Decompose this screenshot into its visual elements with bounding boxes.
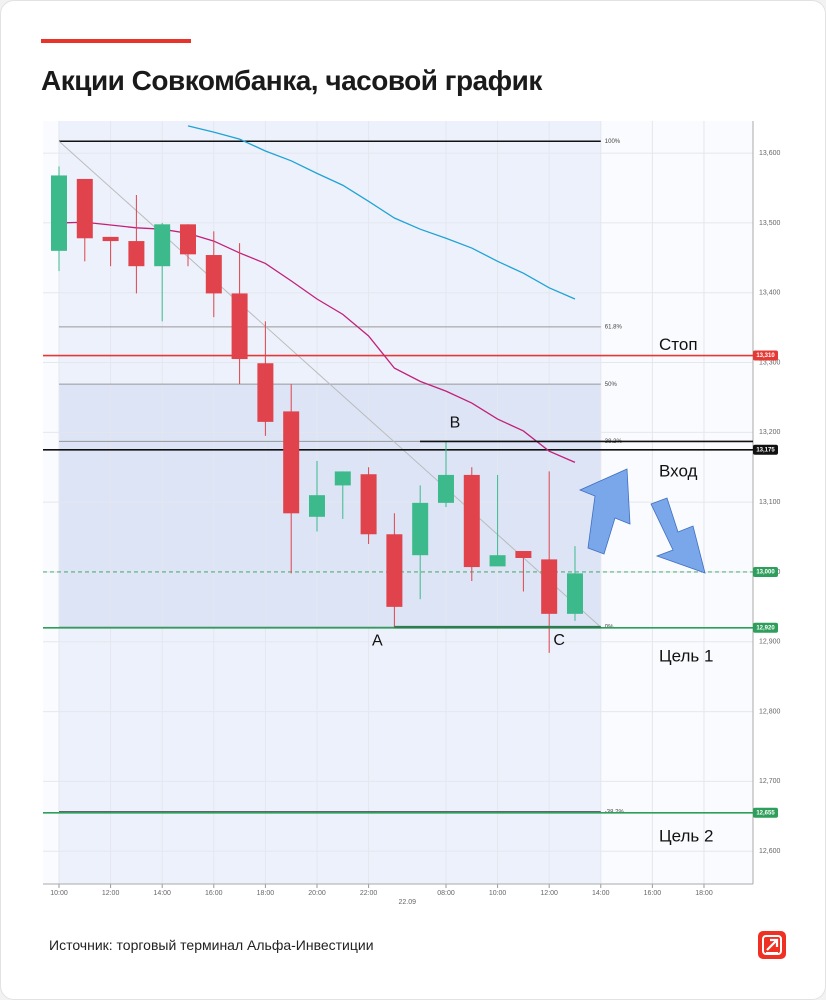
x-tick-label: 12:00 <box>102 890 120 897</box>
y-tick-label: 13,400 <box>759 290 781 297</box>
candle-body <box>102 236 119 242</box>
y-tick-label: 12,800 <box>759 708 781 715</box>
x-tick-label: 10:00 <box>50 890 68 897</box>
y-tick-label: 12,900 <box>759 639 781 646</box>
y-tick-label: 12,600 <box>759 848 781 855</box>
candle-body <box>437 474 454 503</box>
point-label: B <box>450 415 461 432</box>
level-tag-label: 13,000 <box>756 570 775 576</box>
level-tag <box>753 444 778 455</box>
candle-body <box>566 573 583 614</box>
level-name: Цель 2 <box>659 826 713 845</box>
fib-label: 61.8% <box>605 325 623 331</box>
x-tick-label: 22:00 <box>360 890 378 897</box>
candle-body <box>205 255 222 294</box>
source: Источник: торговый терминал Альфа-Инвест… <box>49 937 374 953</box>
level-tag <box>753 622 778 633</box>
y-tick-label: 12,700 <box>759 778 781 785</box>
fib-label: 50% <box>605 382 618 388</box>
level-name: Цель 1 <box>659 646 713 665</box>
candle-body <box>308 495 325 517</box>
x-tick-label: 12:00 <box>540 890 558 897</box>
title: Акции Совкомбанка, часовой график <box>41 65 542 96</box>
y-tick-label: 13,500 <box>759 220 781 227</box>
moving-average <box>187 125 576 300</box>
fib-zone-dark <box>58 384 601 628</box>
fib-label: 100% <box>605 139 621 145</box>
level-tag <box>753 807 778 818</box>
point-label: A <box>372 632 383 649</box>
candle-body <box>231 293 248 360</box>
candle-body <box>489 555 506 567</box>
level-tag-label: 13,175 <box>756 447 775 453</box>
moving-average <box>58 221 576 463</box>
candle-body <box>412 502 429 556</box>
x-tick-label: 18:00 <box>257 890 275 897</box>
date-label: 22.09 <box>399 899 417 906</box>
accent-bar <box>41 39 191 43</box>
candle-body <box>463 474 480 568</box>
y-tick-label: 13,600 <box>759 150 781 157</box>
y-tick-label: 13,300 <box>759 359 781 366</box>
candle-body <box>515 551 532 558</box>
candle-body <box>50 175 67 251</box>
point-label: C <box>553 632 565 649</box>
candle-body <box>283 411 300 514</box>
candle-body <box>179 224 196 255</box>
candle-body <box>541 559 558 614</box>
candle-body <box>76 178 93 239</box>
chart: 12,600 12,700 12,800 12,900 13,000 13,100 13,2… <box>43 121 781 906</box>
x-tick-label: 14:00 <box>153 890 171 897</box>
x-tick-label: 08:00 <box>437 890 455 897</box>
arrow <box>578 468 631 555</box>
x-tick-label: 18:00 <box>695 890 713 897</box>
x-tick-label: 16:00 <box>644 890 662 897</box>
candle-body <box>360 474 377 535</box>
level-name: Вход <box>659 461 698 480</box>
x-tick-label: 20:00 <box>308 890 326 897</box>
fib-trend <box>58 140 602 628</box>
candle-body <box>128 241 145 267</box>
y-tick-label: 13,200 <box>759 429 781 436</box>
candle-body <box>154 224 171 267</box>
level-tag-label: 12,655 <box>756 810 775 816</box>
level-tag-label: 13,310 <box>756 353 775 359</box>
candle-body <box>257 363 274 422</box>
x-tick-label: 16:00 <box>205 890 223 897</box>
logo <box>758 931 786 959</box>
x-tick-label: 10:00 <box>489 890 507 897</box>
x-tick-label: 14:00 <box>592 890 610 897</box>
arrow <box>650 497 706 574</box>
candle-body <box>334 471 351 486</box>
candle-body <box>386 534 403 607</box>
y-tick-label: 13,100 <box>759 499 781 506</box>
level-tag <box>753 566 778 577</box>
level-tag <box>753 350 778 361</box>
level-name: Стоп <box>659 335 698 354</box>
level-tag-label: 12,920 <box>756 625 775 631</box>
